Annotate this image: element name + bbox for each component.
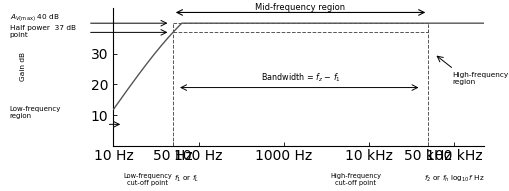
Text: $f_1$ or $f_L$: $f_1$ or $f_L$ — [174, 173, 199, 184]
Text: Bandwidth = $f_z$ $-$ $f_1$: Bandwidth = $f_z$ $-$ $f_1$ — [261, 72, 341, 84]
Text: $\log_{10}f$ Hz: $\log_{10}f$ Hz — [450, 173, 485, 184]
Text: High-frequency
region: High-frequency region — [452, 72, 508, 85]
Text: point: point — [10, 32, 29, 37]
Text: High-frequency
cut-off point: High-frequency cut-off point — [330, 173, 381, 186]
Text: $A_{V(\mathrm{max})}$ 40 dB: $A_{V(\mathrm{max})}$ 40 dB — [10, 12, 59, 23]
Text: Low-frequency
cut-off point: Low-frequency cut-off point — [123, 173, 172, 186]
Text: Half power  37 dB: Half power 37 dB — [10, 25, 75, 31]
Text: $f_2$ or $f_h$: $f_2$ or $f_h$ — [424, 173, 449, 184]
Text: Low-frequency
region: Low-frequency region — [10, 106, 61, 119]
Text: Mid-frequency region: Mid-frequency region — [256, 2, 346, 11]
Text: Gain dB: Gain dB — [20, 52, 26, 81]
